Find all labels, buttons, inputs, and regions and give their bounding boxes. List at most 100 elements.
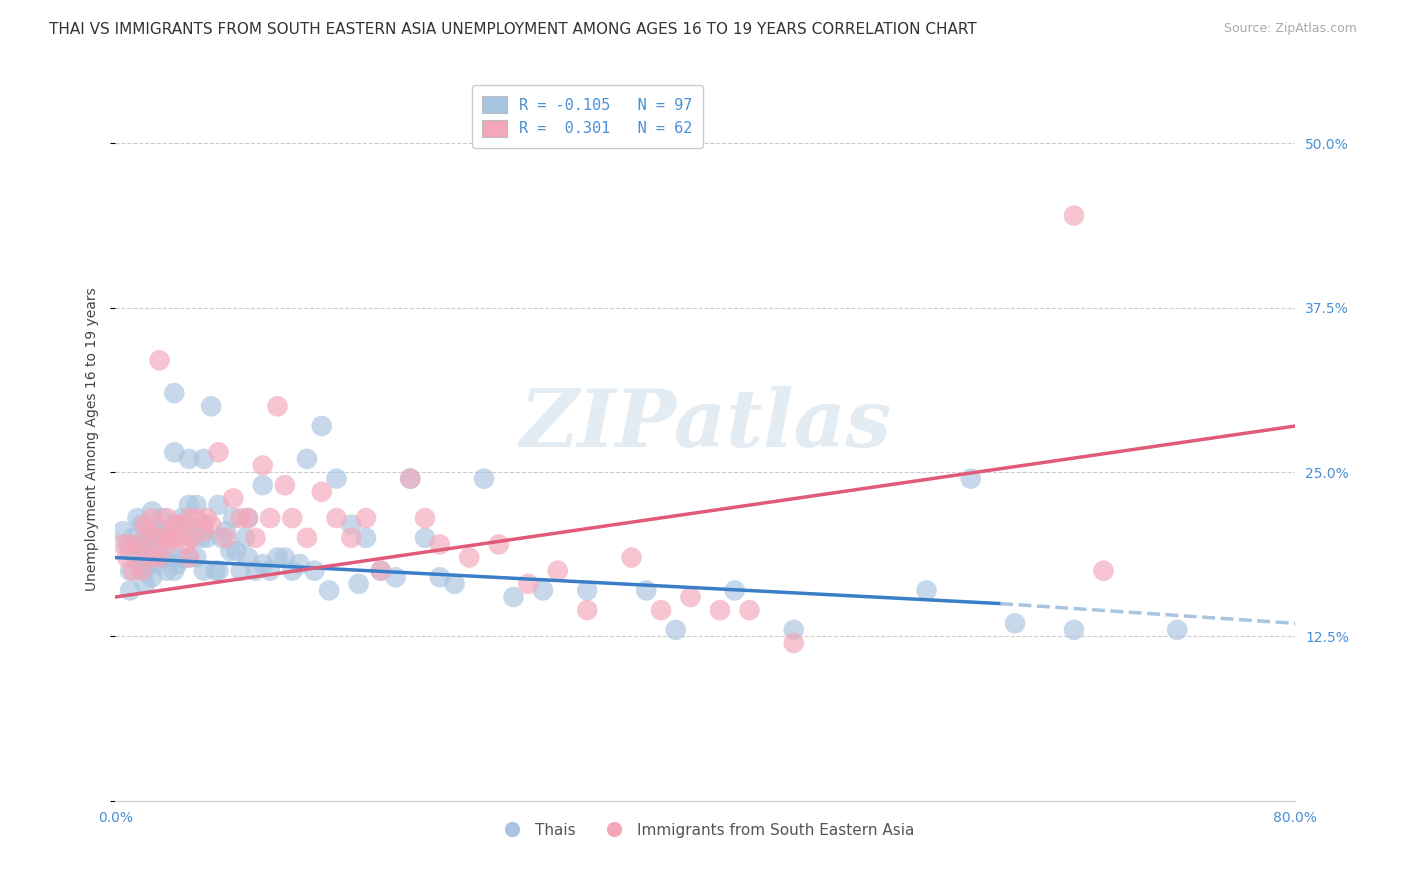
Point — [219, 544, 242, 558]
Point — [134, 544, 156, 558]
Point — [665, 623, 688, 637]
Point — [576, 583, 599, 598]
Point — [274, 478, 297, 492]
Point — [166, 557, 188, 571]
Point — [325, 511, 347, 525]
Point — [152, 531, 174, 545]
Point — [207, 564, 229, 578]
Point — [215, 531, 238, 545]
Point — [458, 550, 481, 565]
Point — [148, 550, 170, 565]
Point — [118, 544, 141, 558]
Point — [304, 564, 326, 578]
Point — [443, 577, 465, 591]
Point — [170, 550, 193, 565]
Point — [115, 537, 138, 551]
Point — [325, 472, 347, 486]
Point — [163, 517, 186, 532]
Point — [207, 498, 229, 512]
Point — [429, 570, 451, 584]
Point — [122, 564, 145, 578]
Point — [517, 577, 540, 591]
Point — [547, 564, 569, 578]
Point — [174, 517, 197, 532]
Point — [152, 550, 174, 565]
Point — [259, 564, 281, 578]
Point — [134, 537, 156, 551]
Point — [163, 386, 186, 401]
Point — [118, 583, 141, 598]
Point — [413, 511, 436, 525]
Point — [181, 531, 204, 545]
Point — [174, 537, 197, 551]
Point — [370, 564, 392, 578]
Point — [145, 531, 167, 545]
Point — [195, 531, 218, 545]
Point — [181, 531, 204, 545]
Point — [190, 531, 212, 545]
Point — [229, 564, 252, 578]
Point — [134, 550, 156, 565]
Point — [211, 531, 233, 545]
Point — [160, 531, 183, 545]
Point — [738, 603, 761, 617]
Point — [236, 511, 259, 525]
Point — [141, 550, 163, 565]
Point — [1063, 209, 1085, 223]
Point — [488, 537, 510, 551]
Point — [252, 478, 274, 492]
Point — [724, 583, 747, 598]
Point — [340, 531, 363, 545]
Point — [783, 636, 806, 650]
Point — [207, 445, 229, 459]
Point — [531, 583, 554, 598]
Point — [399, 472, 422, 486]
Point — [347, 577, 370, 591]
Point — [236, 550, 259, 565]
Point — [636, 583, 658, 598]
Point — [193, 517, 215, 532]
Point — [354, 511, 377, 525]
Point — [679, 590, 702, 604]
Point — [193, 564, 215, 578]
Point — [1092, 564, 1115, 578]
Point — [141, 524, 163, 539]
Point — [170, 517, 193, 532]
Point — [266, 399, 288, 413]
Point — [274, 550, 297, 565]
Point — [288, 557, 311, 571]
Point — [193, 451, 215, 466]
Point — [204, 564, 226, 578]
Point — [177, 511, 200, 525]
Point — [215, 524, 238, 539]
Point — [152, 511, 174, 525]
Y-axis label: Unemployment Among Ages 16 to 19 years: Unemployment Among Ages 16 to 19 years — [86, 287, 100, 591]
Point — [384, 570, 406, 584]
Point — [259, 511, 281, 525]
Point — [340, 517, 363, 532]
Point — [318, 583, 340, 598]
Point — [177, 550, 200, 565]
Point — [163, 564, 186, 578]
Point — [245, 564, 267, 578]
Point — [186, 511, 208, 525]
Point — [783, 623, 806, 637]
Point — [195, 511, 218, 525]
Point — [122, 531, 145, 545]
Point — [141, 550, 163, 565]
Point — [229, 511, 252, 525]
Point — [1004, 616, 1026, 631]
Point — [193, 524, 215, 539]
Point — [134, 577, 156, 591]
Text: THAI VS IMMIGRANTS FROM SOUTH EASTERN ASIA UNEMPLOYMENT AMONG AGES 16 TO 19 YEAR: THAI VS IMMIGRANTS FROM SOUTH EASTERN AS… — [49, 22, 977, 37]
Point — [429, 537, 451, 551]
Point — [915, 583, 938, 598]
Point — [186, 498, 208, 512]
Point — [145, 557, 167, 571]
Point — [200, 517, 222, 532]
Point — [131, 557, 153, 571]
Point — [156, 564, 179, 578]
Point — [131, 517, 153, 532]
Point — [236, 511, 259, 525]
Point — [141, 504, 163, 518]
